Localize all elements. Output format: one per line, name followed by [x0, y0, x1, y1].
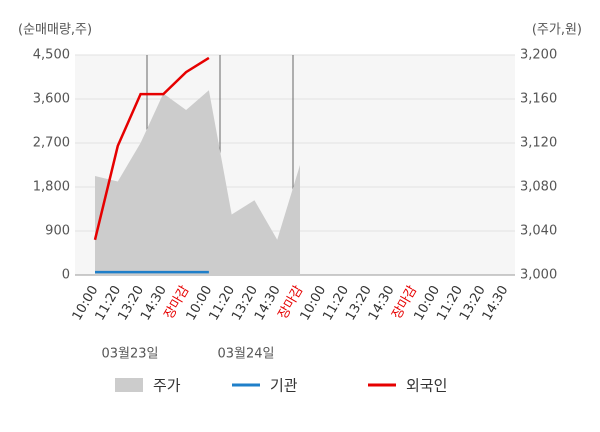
y-tick-label: 2,700	[33, 136, 70, 151]
y2-tick-label: 3,120	[520, 136, 557, 151]
legend-label: 주가	[153, 377, 181, 395]
y2-tick-label: 3,200	[520, 48, 557, 63]
y2-tick-label: 3,040	[520, 224, 557, 239]
y-tick-label: 0	[62, 268, 70, 283]
legend-label: 외국인	[406, 377, 447, 395]
y-axis-title: (순매매량,주)	[18, 23, 92, 38]
day-label: 03월23일	[101, 347, 158, 362]
y2-tick-label: 3,000	[520, 268, 557, 283]
legend-swatch	[115, 378, 143, 392]
y2-tick-label: 3,080	[520, 180, 557, 195]
y-tick-label: 1,800	[33, 180, 70, 195]
legend-label: 기관	[270, 377, 298, 395]
price-area	[95, 90, 300, 275]
y-tick-label: 900	[45, 224, 70, 239]
day-label: 03월24일	[217, 347, 274, 362]
y2-tick-label: 3,160	[520, 92, 557, 107]
y-tick-label: 4,500	[33, 48, 70, 63]
series-line	[93, 56, 210, 241]
y-tick-label: 3,600	[33, 92, 70, 107]
y2-axis-title: (주가,원)	[532, 23, 582, 38]
